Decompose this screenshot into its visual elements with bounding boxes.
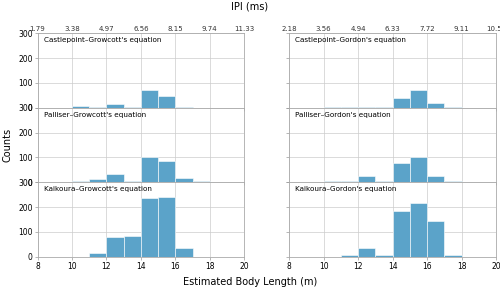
Bar — [444, 181, 462, 182]
Text: 8.15: 8.15 — [168, 26, 183, 32]
Bar — [392, 211, 410, 257]
Bar — [427, 176, 444, 182]
Bar — [72, 106, 89, 108]
Bar — [341, 181, 358, 182]
Bar — [341, 255, 358, 257]
Bar — [376, 255, 392, 257]
Text: Estimated Body Length (m): Estimated Body Length (m) — [183, 277, 317, 287]
Bar — [89, 179, 106, 182]
Bar — [410, 203, 427, 257]
Bar — [376, 181, 392, 182]
Text: 6.56: 6.56 — [133, 26, 148, 32]
Bar — [427, 221, 444, 257]
Bar — [392, 98, 410, 108]
Bar — [141, 198, 158, 257]
Text: Kaikoura–Growcott's equation: Kaikoura–Growcott's equation — [44, 186, 152, 192]
Text: 4.94: 4.94 — [350, 26, 366, 32]
Bar — [124, 235, 141, 257]
Text: Counts: Counts — [2, 128, 12, 162]
Bar — [444, 255, 462, 257]
Bar — [89, 253, 106, 257]
Text: 9.74: 9.74 — [202, 26, 218, 32]
Bar — [410, 90, 427, 108]
Text: 4.97: 4.97 — [98, 26, 114, 32]
Text: Castlepoint–Gordon's equation: Castlepoint–Gordon's equation — [296, 37, 406, 43]
Bar — [176, 178, 192, 182]
Bar — [427, 103, 444, 108]
Text: 10.51: 10.51 — [486, 26, 500, 32]
Bar — [358, 248, 376, 257]
Text: 3.56: 3.56 — [316, 26, 332, 32]
Text: Kaikoura–Gordon's equation: Kaikoura–Gordon's equation — [296, 186, 397, 192]
Text: 11.33: 11.33 — [234, 26, 254, 32]
Bar — [141, 157, 158, 182]
Bar — [106, 173, 124, 182]
Text: 1.79: 1.79 — [30, 26, 46, 32]
Text: 7.72: 7.72 — [420, 26, 435, 32]
Text: Palliser–Gordon's equation: Palliser–Gordon's equation — [296, 111, 391, 117]
Text: 9.11: 9.11 — [454, 26, 469, 32]
Bar — [141, 90, 158, 108]
Bar — [158, 96, 176, 108]
Bar — [176, 248, 192, 257]
Bar — [124, 181, 141, 182]
Bar — [324, 107, 341, 108]
Bar — [176, 107, 192, 108]
Bar — [106, 104, 124, 108]
Bar — [192, 181, 210, 182]
Text: IPI (ms): IPI (ms) — [232, 1, 268, 11]
Bar — [89, 107, 106, 108]
Bar — [158, 197, 176, 257]
Bar — [444, 107, 462, 108]
Text: 6.33: 6.33 — [385, 26, 400, 32]
Bar — [358, 106, 376, 108]
Text: 3.38: 3.38 — [64, 26, 80, 32]
Bar — [410, 157, 427, 182]
Bar — [158, 161, 176, 182]
Bar — [106, 237, 124, 257]
Bar — [376, 107, 392, 108]
Text: Castlepoint–Growcott's equation: Castlepoint–Growcott's equation — [44, 37, 161, 43]
Text: Palliser–Growcott's equation: Palliser–Growcott's equation — [44, 111, 146, 117]
Bar — [124, 107, 141, 108]
Text: 2.18: 2.18 — [282, 26, 297, 32]
Bar — [72, 181, 89, 182]
Bar — [392, 163, 410, 182]
Bar — [341, 107, 358, 108]
Bar — [358, 176, 376, 182]
